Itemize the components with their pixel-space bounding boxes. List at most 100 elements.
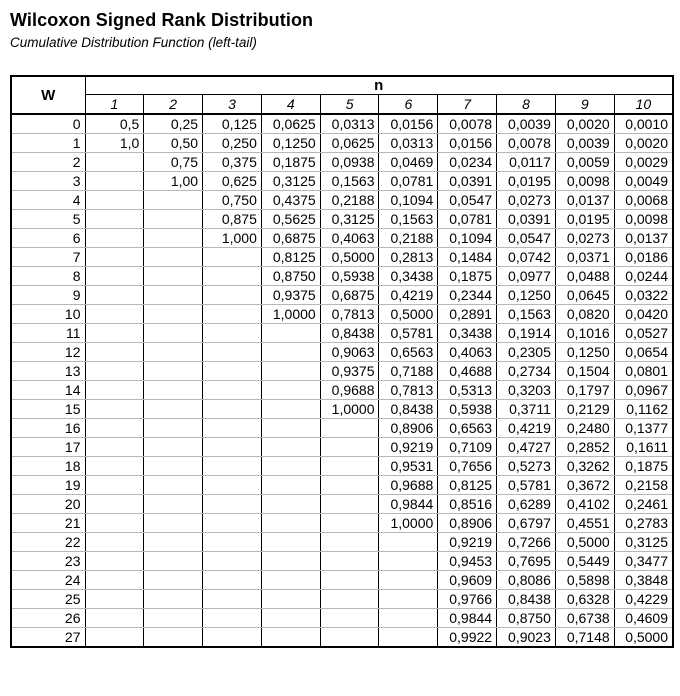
probability-cell: 0,0967: [613, 380, 674, 400]
table-row: 17 0,9219 0,7109 0,4727 0,2852 0,1611: [11, 437, 674, 457]
w-value: 20: [11, 494, 86, 514]
table-row: 22 0,9219 0,7266 0,5000 0,3125: [11, 532, 674, 552]
probability-cell: 0,8438: [319, 323, 379, 343]
probability-cell: 0,9375: [260, 285, 321, 305]
probability-cell: [202, 361, 262, 381]
probability-cell: [84, 475, 144, 495]
probability-cell: [143, 323, 203, 343]
probability-cell: 0,1875: [437, 266, 497, 286]
probability-cell: 0,0420: [613, 304, 674, 324]
probability-cell: [260, 494, 321, 514]
probability-cell: [260, 475, 321, 495]
table-row: 21 1,0000 0,8906 0,6797 0,4551 0,2783: [11, 513, 674, 533]
w-value: 24: [11, 570, 86, 590]
probability-cell: 0,2734: [496, 361, 556, 381]
table-row: 23 0,9453 0,7695 0,5449 0,3477: [11, 551, 674, 571]
probability-cell: 0,4063: [319, 228, 379, 248]
probability-cell: [143, 532, 203, 552]
probability-cell: 0,1250: [496, 285, 556, 305]
probability-cell: [260, 589, 321, 609]
probability-cell: 0,3262: [554, 456, 615, 476]
probability-cell: 0,5000: [613, 627, 674, 648]
probability-cell: 0,0781: [378, 171, 438, 191]
probability-cell: 0,0547: [437, 190, 497, 210]
probability-cell: [84, 456, 144, 476]
probability-cell: [260, 570, 321, 590]
page: Wilcoxon Signed Rank Distribution Cumula…: [10, 10, 675, 648]
probability-cell: [84, 608, 144, 628]
probability-cell: 0,0098: [554, 171, 615, 191]
table-row: 5 0,875 0,5625 0,3125 0,1563 0,0781 0,0391 0,01…: [11, 209, 674, 229]
probability-cell: [84, 323, 144, 343]
probability-cell: 0,8750: [496, 608, 556, 628]
probability-cell: [202, 513, 262, 533]
probability-cell: [84, 247, 144, 267]
probability-cell: [143, 285, 203, 305]
table-row: 13 0,9375 0,7188 0,4688 0,2734 0,1504 0,0801: [11, 361, 674, 381]
probability-cell: 0,0020: [554, 114, 615, 134]
probability-cell: [202, 247, 262, 267]
probability-cell: [84, 437, 144, 457]
probability-cell: 0,0273: [496, 190, 556, 210]
probability-cell: 0,0234: [437, 152, 497, 172]
n-column-header-4: 4: [260, 94, 321, 115]
probability-cell: 0,5938: [319, 266, 379, 286]
probability-cell: 0,9766: [437, 589, 497, 609]
probability-cell: 0,9688: [319, 380, 379, 400]
probability-cell: [143, 380, 203, 400]
probability-cell: [143, 342, 203, 362]
probability-cell: 0,2344: [437, 285, 497, 305]
probability-cell: [202, 285, 262, 305]
probability-cell: 0,125: [202, 114, 262, 134]
probability-cell: [84, 570, 144, 590]
w-value: 25: [11, 589, 86, 609]
probability-cell: 0,0049: [613, 171, 674, 191]
table-row: 16 0,8906 0,6563 0,4219 0,2480 0,1377: [11, 418, 674, 438]
probability-cell: 0,0068: [613, 190, 674, 210]
probability-cell: [84, 285, 144, 305]
table-row: 24 0,9609 0,8086 0,5898 0,3848: [11, 570, 674, 590]
table-row: 12 0,9063 0,6563 0,4063 0,2305 0,1250 0,0654: [11, 342, 674, 362]
probability-cell: 0,1484: [437, 247, 497, 267]
probability-cell: 0,7813: [378, 380, 438, 400]
page-subtitle: Cumulative Distribution Function (left-t…: [10, 35, 257, 50]
probability-cell: 0,5781: [378, 323, 438, 343]
probability-cell: 0,9609: [437, 570, 497, 590]
table-row: 26 0,9844 0,8750 0,6738 0,4609: [11, 608, 674, 628]
probability-cell: [260, 361, 321, 381]
probability-cell: 0,7188: [378, 361, 438, 381]
table-row: 6 1,000 0,6875 0,4063 0,2188 0,1094 0,0547 0,02…: [11, 228, 674, 248]
page-title: Wilcoxon Signed Rank Distribution: [10, 10, 314, 30]
probability-cell: [84, 380, 144, 400]
probability-cell: [260, 437, 321, 457]
probability-cell: 1,000: [202, 228, 262, 248]
probability-cell: 0,6563: [378, 342, 438, 362]
probability-cell: 0,6875: [260, 228, 321, 248]
probability-cell: 0,9531: [378, 456, 438, 476]
probability-cell: 0,9219: [437, 532, 497, 552]
w-column-header: W: [11, 76, 86, 115]
probability-cell: 0,0625: [319, 133, 379, 153]
probability-cell: 0,0156: [437, 133, 497, 153]
probability-cell: 0,9844: [378, 494, 438, 514]
probability-cell: 1,0000: [260, 304, 321, 324]
probability-cell: [143, 361, 203, 381]
probability-cell: 0,5898: [554, 570, 615, 590]
n-column-header-6: 6: [378, 94, 438, 115]
n-column-header-9: 9: [554, 94, 615, 115]
probability-cell: 0,8750: [260, 266, 321, 286]
table-row: 11 0,8438 0,5781 0,3438 0,1914 0,1016 0,0527: [11, 323, 674, 343]
w-value: 16: [11, 418, 86, 438]
probability-cell: 0,375: [202, 152, 262, 172]
probability-cell: 0,9375: [319, 361, 379, 381]
probability-cell: [84, 361, 144, 381]
probability-cell: 0,0029: [613, 152, 674, 172]
probability-cell: 0,2129: [554, 399, 615, 419]
probability-cell: 0,0059: [554, 152, 615, 172]
probability-cell: [378, 532, 438, 552]
n-column-header-2: 2: [143, 94, 203, 115]
probability-cell: 0,8906: [437, 513, 497, 533]
probability-cell: [84, 494, 144, 514]
w-value: 26: [11, 608, 86, 628]
w-value: 6: [11, 228, 86, 248]
